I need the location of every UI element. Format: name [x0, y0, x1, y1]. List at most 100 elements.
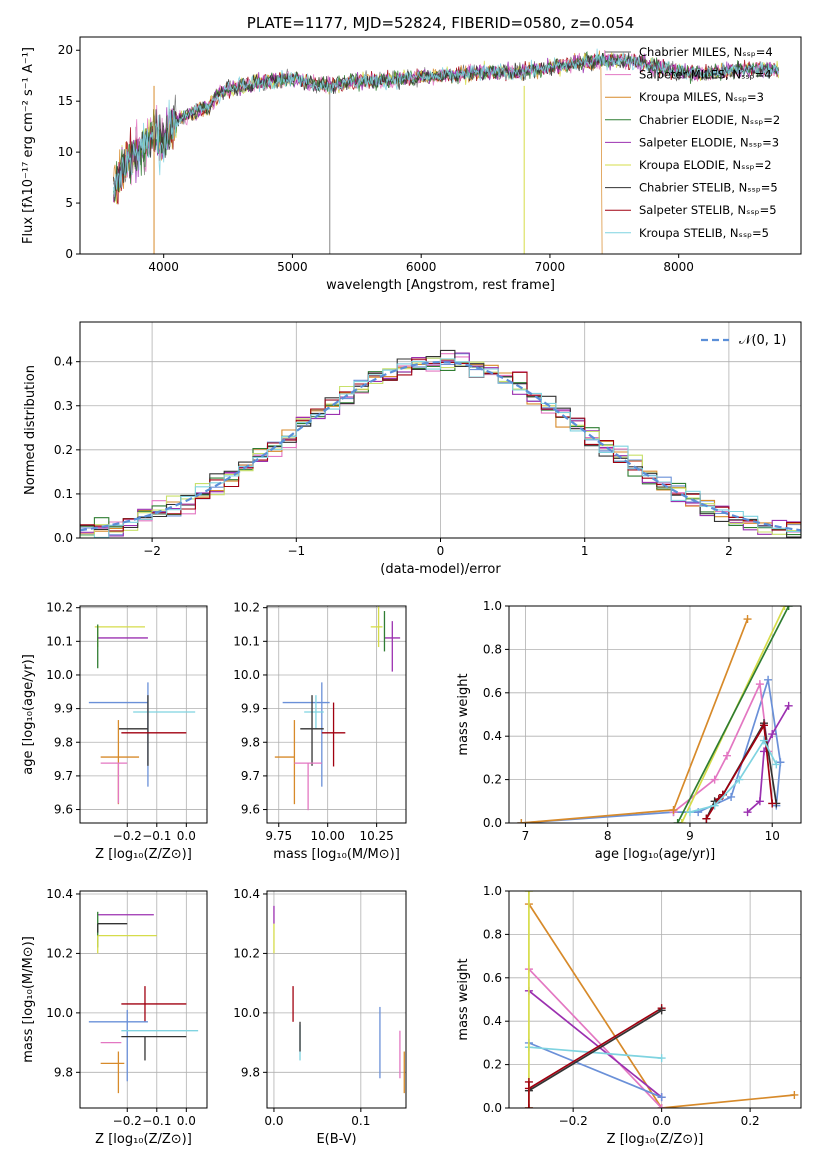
- x-tick-label: 0.0: [652, 1114, 671, 1128]
- normal-curve: [80, 360, 801, 532]
- mass-weight-line: [528, 1042, 662, 1098]
- plot-frame: [79, 605, 208, 824]
- y-tick-label: 0.8: [483, 927, 502, 941]
- legend-entry: Chabrier STELIB, Nₛₛₚ=5: [639, 181, 778, 195]
- x-tick-label: 0.0: [177, 829, 196, 843]
- age-vs-metallicity-panel: −0.2 −0.1 0.0 9.6 9.7 9.8 9.9 10.0 10.1 10.2 Z [lo…: [21, 601, 208, 862]
- x-axis-label: mass [log₁₀(M/M⊙)]: [273, 847, 400, 862]
- y-tick-label: 0.2: [483, 773, 502, 787]
- legend-entry: Kroupa ELODIE, Nₛₛₚ=2: [639, 158, 772, 172]
- y-axis-label: Normed distribution: [23, 365, 38, 495]
- x-tick-label: 6000: [406, 260, 437, 274]
- mass-weight-line: [528, 990, 663, 1098]
- y-tick-label: 0.4: [54, 355, 73, 369]
- mass-weight-vs-age-panel: 7 8 9 10 0.0 0.2 0.4 0.6 0.8 1.0 age [log₁₀(age/yr…: [456, 599, 802, 862]
- x-axis-label: Z [log₁₀(Z/Z⊙)]: [607, 1132, 704, 1147]
- mass-weight-line: [676, 606, 790, 823]
- plus-marker: [710, 775, 719, 784]
- mass-weight-line: [528, 903, 795, 1108]
- mass-weight-line: [672, 681, 769, 813]
- spectrum-panel: 4000 5000 6000 7000 8000 0 5 10 15 20 wavelength […: [21, 14, 802, 293]
- x-axis-label: (data-model)/error: [380, 562, 501, 577]
- y-tick-label: 0.0: [483, 1101, 502, 1115]
- plus-marker: [657, 1104, 666, 1108]
- plus-marker: [768, 730, 777, 739]
- y-tick-label: 10.0: [46, 668, 73, 682]
- plus-marker: [727, 792, 736, 801]
- y-tick-label: 9.7: [54, 769, 73, 783]
- legend-entry: Chabrier MILES, Nₛₛₚ=4: [639, 45, 773, 59]
- plot-area: [273, 905, 405, 1094]
- x-tick-label: 0.0: [177, 1114, 196, 1128]
- residual-histogram-panel: −2 −1 0 1 2 0.0 0.1 0.2 0.3 0.4 (data-model)/error…: [23, 321, 802, 577]
- y-tick-label: 9.8: [54, 735, 73, 749]
- plus-marker: [755, 797, 764, 806]
- legend-entry: Salpeter STELIB, Nₛₛₚ=5: [639, 203, 777, 217]
- mass-vs-ebv-panel: 0.0 0.1 9.8 10.0 10.2 10.4 E(B-V): [233, 887, 407, 1147]
- y-tick-label: 9.6: [241, 803, 260, 817]
- y-tick-label: 10.4: [233, 887, 260, 901]
- plot-area: [517, 606, 793, 823]
- y-tick-label: 0.8: [483, 642, 502, 656]
- x-tick-label: 7: [522, 829, 530, 843]
- y-tick-label: 9.8: [241, 1065, 260, 1079]
- x-tick-label: 8: [604, 829, 612, 843]
- plus-marker: [673, 819, 682, 823]
- plus-marker: [743, 615, 752, 624]
- mass-vs-metallicity-panel: −0.2 −0.1 0.0 9.8 10.0 10.2 10.4 Z [log₁₀(Z/Z⊙)…: [21, 887, 208, 1147]
- plot-frame: [508, 890, 802, 1109]
- y-tick-label: 0.2: [483, 1058, 502, 1072]
- legend-entry: Kroupa MILES, Nₛₛₚ=3: [639, 90, 764, 104]
- x-tick-label: −0.2: [559, 1114, 588, 1128]
- y-tick-label: 0: [65, 247, 73, 261]
- y-tick-label: 10.0: [233, 668, 260, 682]
- y-tick-label: 5: [65, 196, 73, 210]
- y-tick-label: 10.2: [46, 601, 73, 615]
- mass-weight-line: [528, 968, 663, 1108]
- plus-marker: [759, 721, 768, 730]
- plot-frame: [79, 36, 802, 255]
- y-tick-label: 0.4: [483, 729, 502, 743]
- plot-frame: [508, 605, 802, 824]
- legend-entry: 𝒩(0, 1): [739, 333, 786, 348]
- y-tick-label: 10.2: [46, 946, 73, 960]
- y-tick-label: 0.6: [483, 686, 502, 700]
- x-tick-label: 7000: [535, 260, 566, 274]
- x-tick-label: 2: [725, 544, 733, 558]
- y-tick-label: 0.1: [54, 487, 73, 501]
- x-tick-label: 1: [581, 544, 589, 558]
- plus-marker: [657, 1093, 666, 1102]
- plot-area: [80, 349, 801, 538]
- legend-entry: Chabrier ELODIE, Nₛₛₚ=2: [639, 113, 780, 127]
- plus-marker: [764, 675, 773, 684]
- y-tick-label: 10.1: [233, 634, 260, 648]
- spectrum-series-line: [113, 48, 779, 197]
- x-axis-label: Z [log₁₀(Z/Z⊙)]: [95, 847, 192, 862]
- plus-marker: [768, 799, 777, 808]
- x-tick-label: 5000: [277, 260, 308, 274]
- x-tick-label: 9: [686, 829, 694, 843]
- mass-weight-line: [528, 1046, 662, 1059]
- plus-marker: [669, 805, 678, 814]
- y-tick-label: 1.0: [483, 599, 502, 613]
- x-tick-label: −0.1: [142, 1114, 171, 1128]
- x-tick-label: −0.1: [142, 829, 171, 843]
- plus-marker: [772, 760, 781, 769]
- plus-marker: [735, 775, 744, 784]
- plus-marker: [759, 736, 768, 745]
- plot-area: [274, 606, 401, 811]
- plus-marker: [657, 1006, 666, 1015]
- y-tick-label: 0.4: [483, 1014, 502, 1028]
- plus-marker: [780, 606, 789, 610]
- plus-marker: [685, 808, 694, 817]
- y-tick-label: 9.9: [54, 702, 73, 716]
- plot-frame: [79, 321, 802, 539]
- y-tick-label: 10.2: [233, 601, 260, 615]
- plot-area: [88, 624, 196, 805]
- x-tick-label: 8000: [663, 260, 694, 274]
- x-tick-label: 4000: [148, 260, 179, 274]
- y-tick-label: 0.6: [483, 971, 502, 985]
- plus-marker: [722, 751, 731, 760]
- x-tick-label: −1: [287, 544, 305, 558]
- x-tick-label: 9.75: [265, 829, 292, 843]
